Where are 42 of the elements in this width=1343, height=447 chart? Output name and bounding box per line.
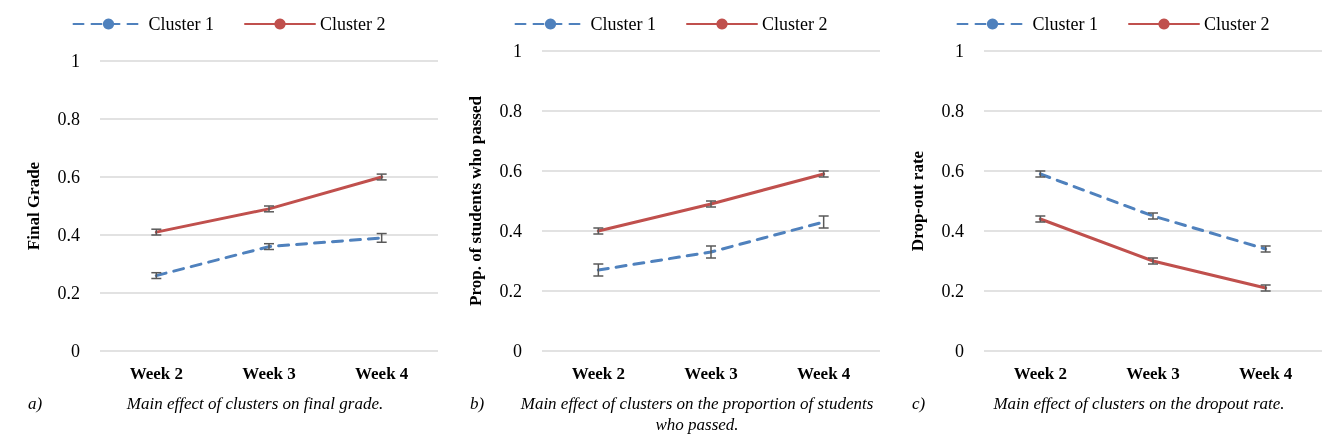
- y-tick-label: 1: [955, 41, 964, 61]
- text: Main effect of clusters on the dropout rate.: [992, 393, 1286, 414]
- y-tick-label: 0: [513, 341, 522, 361]
- y-axis-title: Prop. of students who passed: [466, 95, 485, 306]
- x-tick-label: Week 3: [684, 364, 738, 383]
- y-axis-title: Final Grade: [24, 161, 43, 251]
- text: c): [912, 393, 927, 414]
- y-tick-label: 1: [513, 41, 522, 61]
- x-tick-label: Week 4: [1238, 364, 1293, 383]
- legend-label: Cluster 2: [1204, 14, 1270, 34]
- legend-label: Cluster 1: [1032, 14, 1098, 34]
- y-tick-label: 0.4: [941, 221, 964, 241]
- y-tick-label: 0.8: [941, 101, 964, 121]
- x-tick-label: Week 4: [796, 364, 851, 383]
- y-tick-label: 0.4: [499, 221, 522, 241]
- x-tick-label: Week 3: [1126, 364, 1180, 383]
- y-axis-title: Drop-out rate: [908, 150, 927, 252]
- legend-label: Cluster 1: [148, 14, 214, 34]
- y-tick-label: 0: [955, 341, 964, 361]
- x-tick-label: Week 2: [1013, 364, 1068, 383]
- y-tick-label: 0.4: [57, 225, 80, 245]
- legend-label: Cluster 2: [320, 14, 386, 34]
- y-tick-label: 0.2: [499, 281, 522, 301]
- text: Main effect of clusters on final grade.: [125, 393, 385, 414]
- x-tick-label: Week 3: [242, 364, 296, 383]
- x-tick-label: Week 4: [354, 364, 409, 383]
- legend-label: Cluster 2: [762, 14, 828, 34]
- text: a): [28, 393, 44, 414]
- y-tick-label: 0.2: [57, 283, 80, 303]
- text: Main effect of clusters on the proportion of students who passed.: [519, 393, 875, 435]
- y-tick-label: 0.8: [57, 109, 80, 129]
- legend-label: Cluster 1: [590, 14, 656, 34]
- x-tick-label: Week 2: [129, 364, 184, 383]
- y-tick-label: 0: [71, 341, 80, 361]
- y-tick-label: 0.2: [941, 281, 964, 301]
- y-tick-label: 0.6: [941, 161, 964, 181]
- text: b): [470, 393, 486, 415]
- y-tick-label: 0.8: [499, 101, 522, 121]
- y-tick-label: 0.6: [499, 161, 522, 181]
- y-tick-label: 1: [71, 51, 80, 71]
- x-tick-label: Week 2: [571, 364, 626, 383]
- y-tick-label: 0.6: [57, 167, 80, 187]
